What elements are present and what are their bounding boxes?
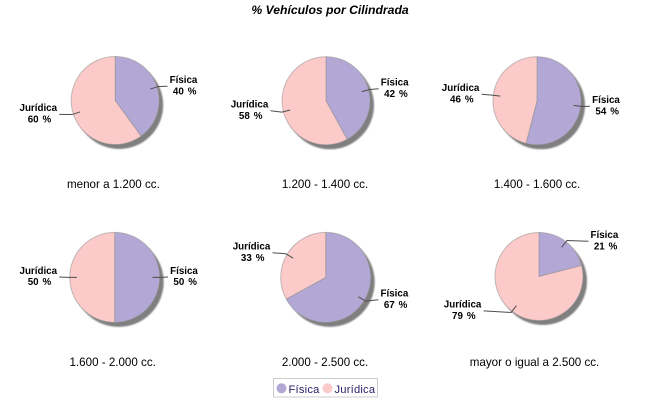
svg-text:1.200 - 1.400 cc.: 1.200 - 1.400 cc. [282, 178, 368, 191]
svg-text:67 %: 67 % [384, 300, 408, 311]
svg-text:Física: Física [381, 289, 409, 300]
svg-text:Jurídica: Jurídica [442, 83, 480, 94]
svg-text:Física: Física [592, 95, 620, 106]
svg-text:menor a 1.200 cc.: menor a 1.200 cc. [67, 178, 160, 191]
svg-text:Física: Física [591, 230, 619, 241]
svg-text:% Vehículos por Cilindrada: % Vehículos por Cilindrada [251, 3, 409, 17]
svg-text:Física: Física [170, 75, 198, 86]
svg-text:Jurídica: Jurídica [231, 100, 269, 111]
svg-text:Jurídica: Jurídica [233, 242, 271, 253]
svg-text:Física: Física [170, 266, 198, 277]
svg-text:1.600 - 2.000 cc.: 1.600 - 2.000 cc. [70, 356, 156, 369]
svg-text:58 %: 58 % [239, 111, 263, 122]
svg-text:Jurídica: Jurídica [444, 300, 482, 311]
svg-text:33 %: 33 % [241, 253, 265, 264]
svg-text:79 %: 79 % [452, 311, 476, 322]
svg-text:Física: Física [381, 78, 409, 89]
svg-text:mayor o igual a 2.500 cc.: mayor o igual a 2.500 cc. [470, 356, 600, 369]
svg-text:Física: Física [289, 384, 321, 396]
svg-text:50 %: 50 % [28, 277, 52, 288]
svg-text:2.000 - 2.500 cc.: 2.000 - 2.500 cc. [282, 356, 368, 369]
svg-text:50 %: 50 % [173, 277, 197, 288]
svg-text:Jurídica: Jurídica [335, 384, 376, 396]
svg-text:46 %: 46 % [450, 94, 474, 105]
svg-text:Jurídica: Jurídica [20, 103, 58, 114]
svg-text:40 %: 40 % [173, 86, 197, 97]
svg-text:21 %: 21 % [594, 241, 618, 252]
svg-text:60 %: 60 % [28, 115, 52, 126]
svg-text:54 %: 54 % [595, 106, 619, 117]
svg-text:Jurídica: Jurídica [20, 266, 58, 277]
svg-text:42 %: 42 % [384, 89, 408, 100]
svg-text:1.400 - 1.600 cc.: 1.400 - 1.600 cc. [494, 178, 580, 191]
